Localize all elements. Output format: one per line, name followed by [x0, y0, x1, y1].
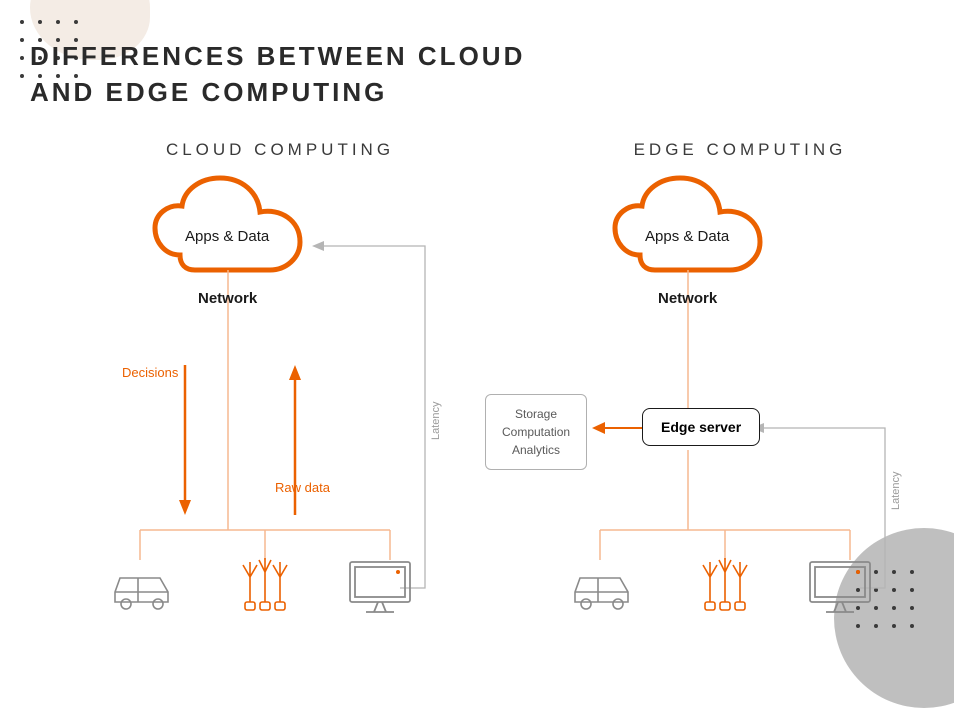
- panel-edge-computing: EDGE COMPUTING: [530, 140, 950, 630]
- computer-icon: [810, 562, 870, 612]
- diagram-edge: [530, 170, 950, 630]
- panel-cloud-computing: CLOUD COMPUTING: [70, 140, 490, 630]
- sca-box: Storage Computation Analytics: [485, 394, 587, 470]
- wind-turbine-icon: [243, 558, 287, 610]
- cloud-label: Apps & Data: [645, 228, 729, 245]
- subtitle-cloud: CLOUD COMPUTING: [70, 140, 490, 160]
- car-icon: [115, 578, 168, 609]
- arrow-decisions: [179, 365, 191, 515]
- latency-label-left: Latency: [430, 401, 442, 440]
- rawdata-label: Raw data: [275, 480, 330, 495]
- network-label: Network: [658, 290, 717, 307]
- title-line-1: DIFFERENCES BETWEEN CLOUD: [30, 41, 525, 71]
- computer-icon: [350, 562, 410, 612]
- wind-turbine-icon: [703, 558, 747, 610]
- cloud-label: Apps & Data: [185, 228, 269, 245]
- title-line-2: AND EDGE COMPUTING: [30, 77, 387, 107]
- page-title: DIFFERENCES BETWEEN CLOUD AND EDGE COMPU…: [30, 38, 525, 111]
- car-icon: [575, 578, 628, 609]
- cloud-icon: [155, 178, 300, 270]
- network-label: Network: [198, 290, 257, 307]
- sca-line-computation: Computation: [502, 423, 570, 441]
- sca-line-storage: Storage: [502, 405, 570, 423]
- subtitle-edge: EDGE COMPUTING: [530, 140, 950, 160]
- sca-line-analytics: Analytics: [502, 441, 570, 459]
- latency-path: [752, 423, 885, 588]
- latency-path: [312, 241, 425, 588]
- latency-label-right: Latency: [890, 471, 902, 510]
- decisions-label: Decisions: [122, 365, 178, 380]
- cloud-icon: [615, 178, 760, 270]
- edge-server-label: Edge server: [661, 419, 741, 435]
- edge-server-box: Edge server: [642, 408, 760, 446]
- diagram-cloud: [70, 170, 490, 630]
- arrow-sca: [592, 422, 642, 434]
